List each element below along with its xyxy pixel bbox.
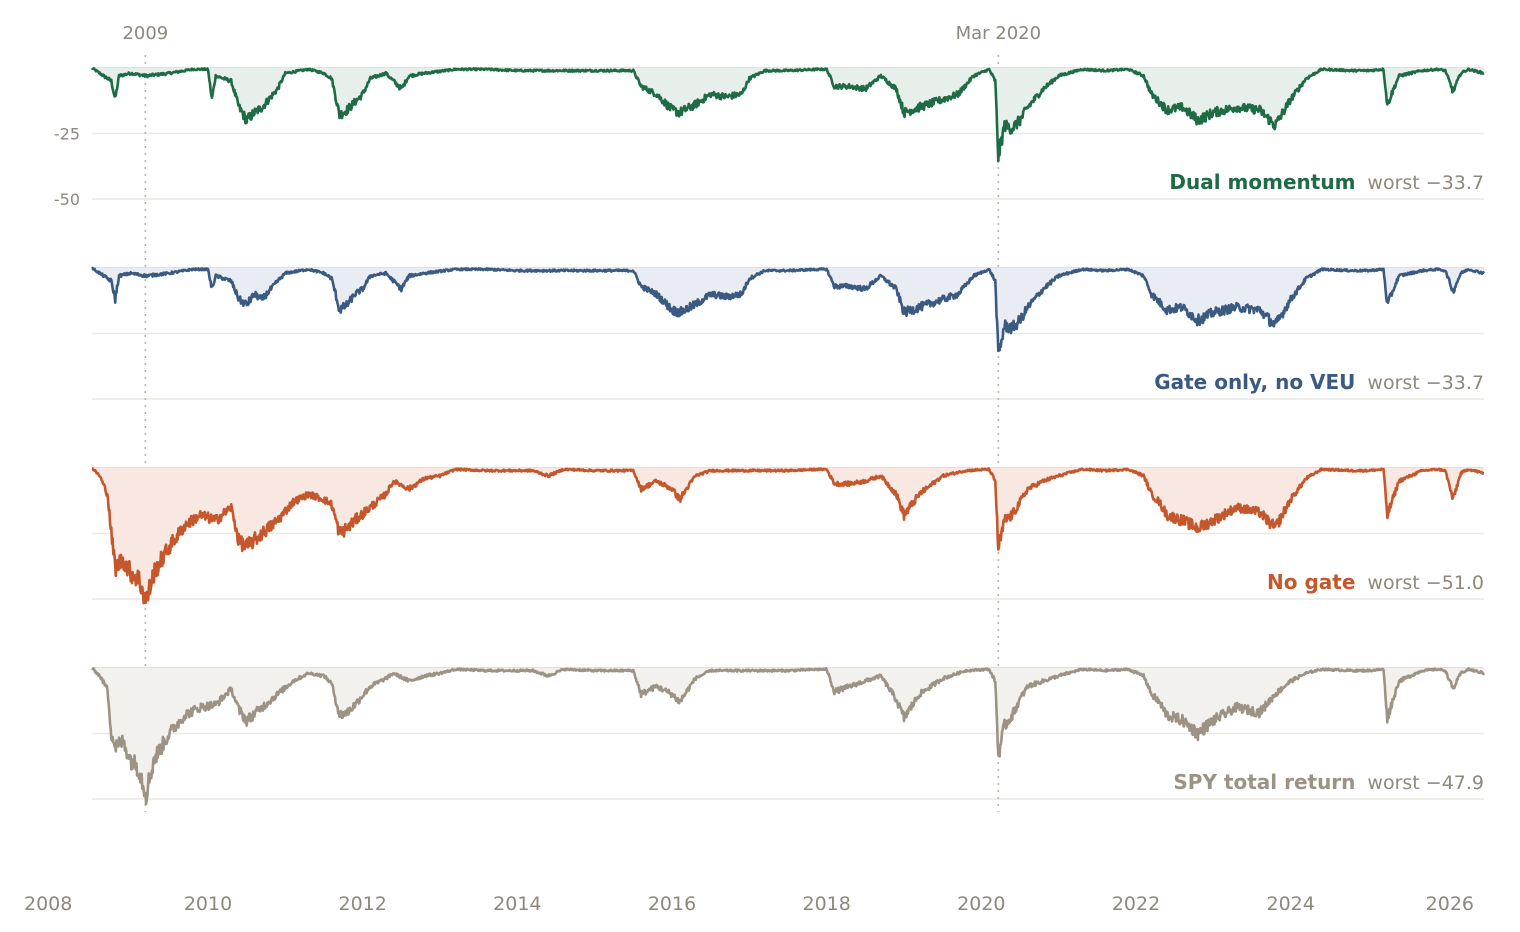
series-worst-label-0: worst −33.7 <box>1367 172 1484 194</box>
series-line-3 <box>91 667 1486 806</box>
series-layer <box>90 67 1486 806</box>
x-tick-label-0: 2008 <box>24 893 72 915</box>
x-tick-label-5: 2018 <box>802 893 850 915</box>
series-name-label-0: Dual momentum <box>1169 170 1355 194</box>
series-area-3 <box>92 668 1484 805</box>
series-name-label-1: Gate only, no VEU <box>1154 370 1355 394</box>
series-worst-label-2: worst −51.0 <box>1367 572 1484 594</box>
x-tick-label-7: 2022 <box>1112 893 1160 915</box>
series-name-label-2: No gate <box>1267 570 1355 594</box>
x-tick-label-4: 2016 <box>648 893 696 915</box>
series-name-label-3: SPY total return <box>1173 770 1355 794</box>
y-tick-label-1: -50 <box>54 190 80 209</box>
series-line-0 <box>90 67 1485 163</box>
x-tick-label-3: 2014 <box>493 893 541 915</box>
series-line-2 <box>91 467 1485 605</box>
x-tick-label-6: 2020 <box>957 893 1005 915</box>
x-tick-label-1: 2010 <box>184 893 232 915</box>
x-tick-label-8: 2024 <box>1266 893 1314 915</box>
series-area-0 <box>92 68 1484 162</box>
labels-layer: worst −33.7 Dual momentum worst −33.7 Gate … <box>24 23 1484 915</box>
series-worst-label-1: worst −33.7 <box>1367 372 1484 394</box>
series-area-2 <box>92 468 1484 604</box>
event-label-1: Mar 2020 <box>956 23 1042 44</box>
x-tick-label-9: 2026 <box>1426 893 1474 915</box>
y-tick-label-0: -25 <box>54 125 80 144</box>
event-label-0: 2009 <box>122 23 168 44</box>
series-area-1 <box>92 268 1484 351</box>
x-tick-label-2: 2012 <box>338 893 386 915</box>
series-worst-label-3: worst −47.9 <box>1367 772 1484 794</box>
series-line-1 <box>91 266 1486 353</box>
